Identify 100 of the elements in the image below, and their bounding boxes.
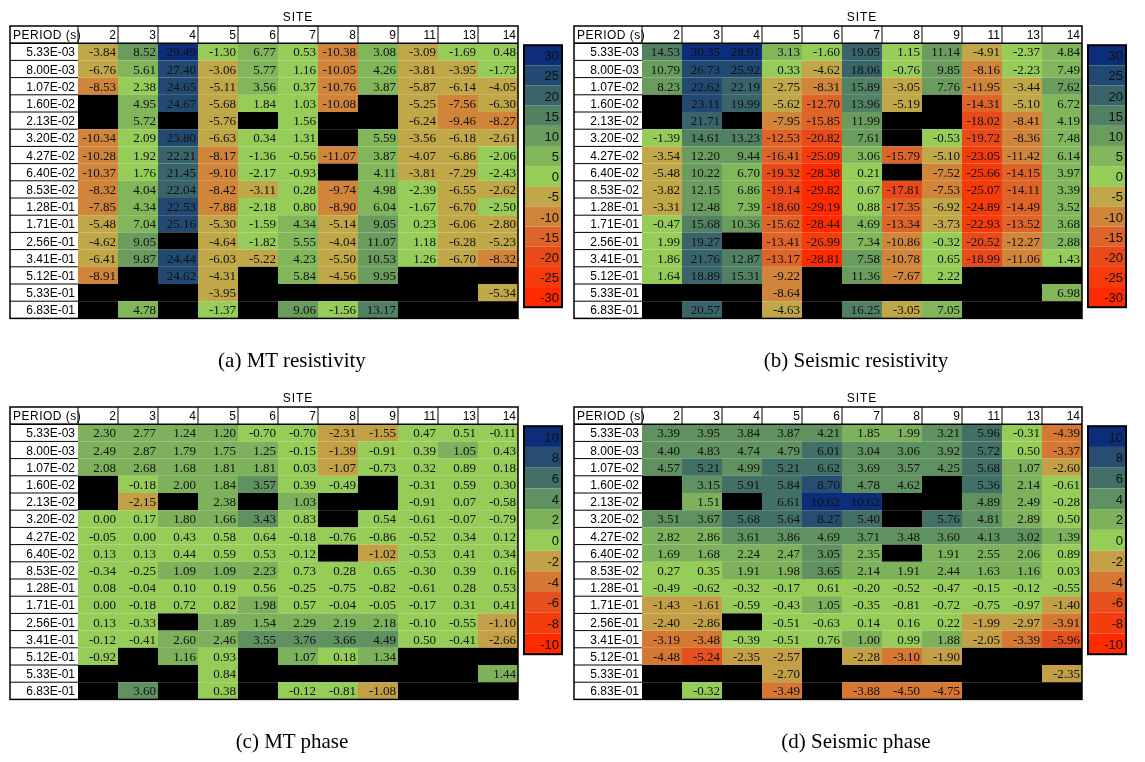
y-tick-label: 5.33E-01: [26, 286, 76, 301]
data-label: -4.04: [328, 233, 357, 249]
data-label: 0.13: [133, 545, 156, 561]
x-tick-label: 9: [389, 28, 397, 43]
color-bar-label: 5: [551, 149, 559, 165]
data-label: -6.86: [448, 147, 477, 163]
data-label: 4.78: [133, 302, 156, 318]
y-tick-label: 8.53E-02: [590, 183, 640, 197]
data-label: -11.06: [1006, 250, 1041, 266]
data-label: -3.48: [692, 631, 720, 647]
data-label: -8.32: [488, 250, 516, 266]
data-label: 3.39: [657, 425, 680, 441]
x-tick-label: 11: [987, 28, 1001, 43]
data-label: -6.63: [208, 130, 236, 146]
data-label: 0.37: [293, 78, 317, 94]
y-tick-label: 3.41E-01: [26, 251, 76, 266]
data-label: 0.65: [937, 250, 960, 266]
data-label: -8.64: [772, 285, 801, 301]
data-label: -8.91: [88, 268, 116, 283]
data-label: 5.96: [977, 425, 1001, 441]
data-label: 7.76: [937, 78, 961, 94]
y-tick-label: 2.56E-01: [26, 234, 76, 249]
data-label: 0.51: [453, 425, 476, 441]
data-label: 1.75: [213, 442, 236, 458]
y-tick-label: 1.07E-02: [590, 460, 640, 475]
data-label: 7.61: [857, 130, 880, 146]
data-label: 0.57: [293, 597, 317, 613]
data-label: 1.85: [857, 425, 880, 441]
data-label: 6.14: [1057, 147, 1081, 163]
data-label: 0.10: [173, 580, 196, 596]
data-label: 0.82: [213, 597, 236, 613]
data-label: 0.03: [293, 459, 316, 475]
data-label: -8.41: [1012, 113, 1040, 129]
data-label: -5.62: [772, 96, 800, 111]
data-label: 3.60: [937, 528, 960, 544]
data-label: 0.89: [453, 459, 476, 475]
color-bar-label: 20: [1108, 88, 1123, 104]
data-label: 0.18: [493, 459, 516, 475]
data-label: 0.73: [293, 563, 316, 578]
color-bar-label: -20: [1104, 249, 1123, 265]
data-label: 0.21: [857, 164, 880, 180]
data-label: 3.87: [373, 147, 397, 163]
data-label: 1.16: [173, 649, 197, 664]
data-label: -10.37: [82, 164, 117, 180]
data-label: 2.44: [937, 563, 961, 578]
data-label: -0.97: [1012, 597, 1041, 613]
color-bar-label: -20: [540, 249, 559, 265]
data-label: 4.26: [373, 61, 397, 77]
data-label: 1.25: [253, 442, 276, 458]
data-label: -10.05: [322, 61, 356, 77]
x-tick-label: 3: [149, 28, 157, 43]
data-label: -4.63: [772, 302, 800, 318]
data-label: -0.49: [328, 477, 356, 492]
y-tick-label: 6.83E-01: [590, 303, 640, 318]
data-label: -6.03: [208, 250, 236, 266]
y-tick-label: 3.41E-01: [590, 632, 640, 647]
data-label: 1.76: [133, 164, 157, 180]
y-tick-label: 8.00E-03: [590, 62, 640, 77]
data-label: -0.05: [368, 597, 396, 613]
data-label: 7.39: [737, 199, 760, 215]
data-label: 4.34: [133, 199, 157, 215]
data-label: -0.12: [88, 631, 116, 647]
data-label: 0.99: [897, 631, 920, 647]
data-label: -0.31: [1012, 425, 1040, 441]
data-label: -17.35: [886, 199, 920, 215]
data-label: -20.52: [966, 233, 1000, 249]
data-label: -4.62: [812, 61, 840, 77]
data-label: 0.50: [1017, 442, 1040, 458]
x-tick-label: 4: [753, 28, 761, 43]
y-tick-label: 1.07E-02: [590, 79, 640, 94]
x-tick-label: 4: [189, 409, 197, 424]
data-label: -5.24: [692, 649, 721, 664]
data-label: 11.99: [851, 113, 880, 129]
data-label: -2.43: [488, 164, 516, 180]
data-label: 0.28: [333, 563, 356, 578]
data-label: -1.55: [368, 425, 396, 441]
data-label: -19.14: [766, 182, 801, 197]
color-bar-label: 5: [1115, 149, 1123, 165]
data-label: 3.71: [857, 528, 880, 544]
data-label: -3.56: [408, 130, 437, 146]
data-label: -2.28: [852, 649, 880, 664]
data-label: -0.55: [1052, 580, 1080, 596]
x-tick-label: 6: [833, 409, 841, 424]
data-label: -24.89: [966, 199, 1000, 215]
data-label: 1.81: [213, 459, 236, 475]
y-tick-label: 1.71E-01: [26, 217, 76, 232]
data-label: -1.40: [1052, 597, 1080, 613]
data-label: 2.82: [657, 528, 680, 544]
data-label: 0.44: [173, 545, 197, 561]
data-label: -8.36: [1012, 130, 1041, 146]
data-label: -29.82: [806, 182, 840, 197]
data-label: -3.73: [932, 216, 960, 232]
x-tick-label: 8: [913, 28, 921, 43]
data-label: -22.93: [966, 216, 1000, 232]
data-label: -1.10: [488, 614, 516, 630]
data-label: 1.07: [1017, 459, 1041, 475]
x-tick-label: 14: [1066, 28, 1081, 43]
data-label: 0.54: [373, 511, 397, 527]
data-label: -0.12: [288, 683, 316, 699]
data-label: -10.76: [322, 78, 357, 94]
